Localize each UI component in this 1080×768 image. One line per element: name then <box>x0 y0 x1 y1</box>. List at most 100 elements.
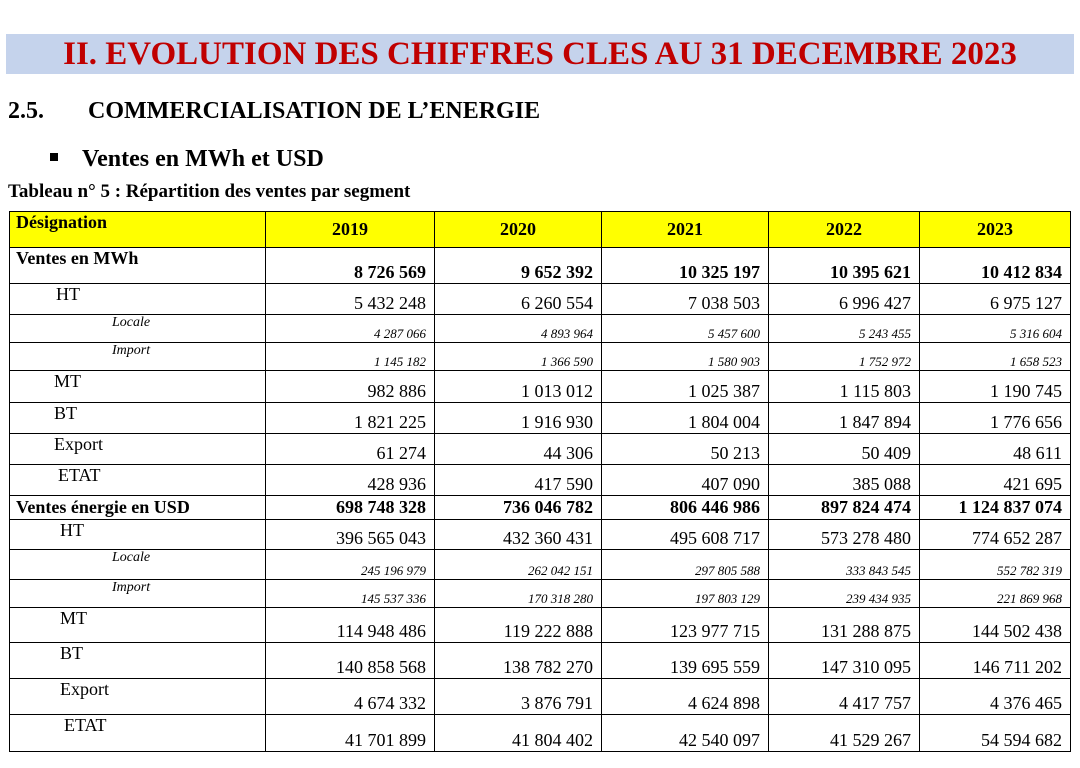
sales-table: Désignation 2019 2020 2021 2022 2023 Ven… <box>9 211 1071 752</box>
cell-value: 774 652 287 <box>919 519 1071 550</box>
cell-value: 5 432 248 <box>265 283 435 315</box>
row-label: Ventes énergie en USD <box>9 495 266 520</box>
cell-value: 9 652 392 <box>434 247 602 284</box>
cell-value: 138 782 270 <box>434 642 602 679</box>
table-row: Export 61 274 44 306 50 213 50 409 48 61… <box>9 433 1071 465</box>
cell-value: 421 695 <box>919 464 1071 496</box>
bullet-heading: Ventes en MWh et USD <box>50 144 324 174</box>
cell-value: 698 748 328 <box>265 495 435 520</box>
cell-value: 61 274 <box>265 433 435 465</box>
cell-value: 1 013 012 <box>434 370 602 403</box>
table-row: Locale 4 287 066 4 893 964 5 457 600 5 2… <box>9 314 1071 343</box>
cell-value: 1 804 004 <box>601 402 769 434</box>
cell-value: 197 803 129 <box>601 579 769 608</box>
cell-value: 140 858 568 <box>265 642 435 679</box>
row-label: Import <box>9 342 266 371</box>
table-caption: Tableau n° 5 : Répartition des ventes pa… <box>8 181 411 202</box>
cell-value: 333 843 545 <box>768 549 920 580</box>
cell-value: 1 847 894 <box>768 402 920 434</box>
section-heading: 2.5. COMMERCIALISATION DE L’ENERGIE <box>8 96 540 126</box>
row-label: MT <box>9 607 266 643</box>
cell-value: 123 977 715 <box>601 607 769 643</box>
cell-value: 4 417 757 <box>768 678 920 715</box>
cell-value: 146 711 202 <box>919 642 1071 679</box>
cell-value: 432 360 431 <box>434 519 602 550</box>
cell-value: 297 805 588 <box>601 549 769 580</box>
cell-value: 1 190 745 <box>919 370 1071 403</box>
cell-value: 50 213 <box>601 433 769 465</box>
cell-value: 262 042 151 <box>434 549 602 580</box>
cell-value: 6 996 427 <box>768 283 920 315</box>
cell-value: 5 316 604 <box>919 314 1071 343</box>
section-title: COMMERCIALISATION DE L’ENERGIE <box>88 98 541 124</box>
header-year: 2022 <box>768 211 920 248</box>
cell-value: 5 457 600 <box>601 314 769 343</box>
cell-value: 428 936 <box>265 464 435 496</box>
table-row: MT 982 886 1 013 012 1 025 387 1 115 803… <box>9 370 1071 403</box>
row-label: MT <box>9 370 266 403</box>
page-heading: II. EVOLUTION DES CHIFFRES CLES AU 31 DE… <box>6 34 1074 74</box>
table-row: MT 114 948 486 119 222 888 123 977 715 1… <box>9 607 1071 643</box>
cell-value: 407 090 <box>601 464 769 496</box>
cell-value: 239 434 935 <box>768 579 920 608</box>
table-row: Ventes énergie en USD 698 748 328 736 04… <box>9 495 1071 520</box>
cell-value: 1 145 182 <box>265 342 435 371</box>
cell-value: 1 821 225 <box>265 402 435 434</box>
cell-value: 131 288 875 <box>768 607 920 643</box>
row-label: HT <box>9 519 266 550</box>
cell-value: 41 701 899 <box>265 714 435 752</box>
cell-value: 10 412 834 <box>919 247 1071 284</box>
table-header-row: Désignation 2019 2020 2021 2022 2023 <box>9 211 1071 248</box>
table-row: BT 1 821 225 1 916 930 1 804 004 1 847 8… <box>9 402 1071 434</box>
table-row: Export 4 674 332 3 876 791 4 624 898 4 4… <box>9 678 1071 715</box>
cell-value: 10 395 621 <box>768 247 920 284</box>
cell-value: 897 824 474 <box>768 495 920 520</box>
table-row: ETAT 41 701 899 41 804 402 42 540 097 41… <box>9 714 1071 752</box>
cell-value: 7 038 503 <box>601 283 769 315</box>
cell-value: 4 376 465 <box>919 678 1071 715</box>
row-label: ETAT <box>9 464 266 496</box>
header-year: 2020 <box>434 211 602 248</box>
cell-value: 48 611 <box>919 433 1071 465</box>
table-row: HT 5 432 248 6 260 554 7 038 503 6 996 4… <box>9 283 1071 315</box>
section-number: 2.5. <box>8 98 44 124</box>
cell-value: 170 318 280 <box>434 579 602 608</box>
cell-value: 3 876 791 <box>434 678 602 715</box>
cell-value: 8 726 569 <box>265 247 435 284</box>
row-label: BT <box>9 402 266 434</box>
cell-value: 736 046 782 <box>434 495 602 520</box>
cell-value: 495 608 717 <box>601 519 769 550</box>
cell-value: 42 540 097 <box>601 714 769 752</box>
row-label: Ventes en MWh <box>9 247 266 284</box>
row-label: Import <box>9 579 266 608</box>
cell-value: 1 115 803 <box>768 370 920 403</box>
cell-value: 41 804 402 <box>434 714 602 752</box>
table-row: Import 145 537 336 170 318 280 197 803 1… <box>9 579 1071 608</box>
table-row: BT 140 858 568 138 782 270 139 695 559 1… <box>9 642 1071 679</box>
cell-value: 147 310 095 <box>768 642 920 679</box>
cell-value: 145 537 336 <box>265 579 435 608</box>
cell-value: 4 893 964 <box>434 314 602 343</box>
cell-value: 50 409 <box>768 433 920 465</box>
cell-value: 982 886 <box>265 370 435 403</box>
cell-value: 221 869 968 <box>919 579 1071 608</box>
row-label: Export <box>9 433 266 465</box>
row-label: Locale <box>9 549 266 580</box>
header-designation: Désignation <box>9 211 266 248</box>
cell-value: 6 975 127 <box>919 283 1071 315</box>
cell-value: 396 565 043 <box>265 519 435 550</box>
cell-value: 1 366 590 <box>434 342 602 371</box>
cell-value: 44 306 <box>434 433 602 465</box>
cell-value: 144 502 438 <box>919 607 1071 643</box>
cell-value: 1 776 656 <box>919 402 1071 434</box>
row-label: Export <box>9 678 266 715</box>
cell-value: 1 025 387 <box>601 370 769 403</box>
cell-value: 6 260 554 <box>434 283 602 315</box>
cell-value: 41 529 267 <box>768 714 920 752</box>
cell-value: 1 916 930 <box>434 402 602 434</box>
header-year: 2019 <box>265 211 435 248</box>
table-row: ETAT 428 936 417 590 407 090 385 088 421… <box>9 464 1071 496</box>
cell-value: 139 695 559 <box>601 642 769 679</box>
cell-value: 417 590 <box>434 464 602 496</box>
table-row: Import 1 145 182 1 366 590 1 580 903 1 7… <box>9 342 1071 371</box>
